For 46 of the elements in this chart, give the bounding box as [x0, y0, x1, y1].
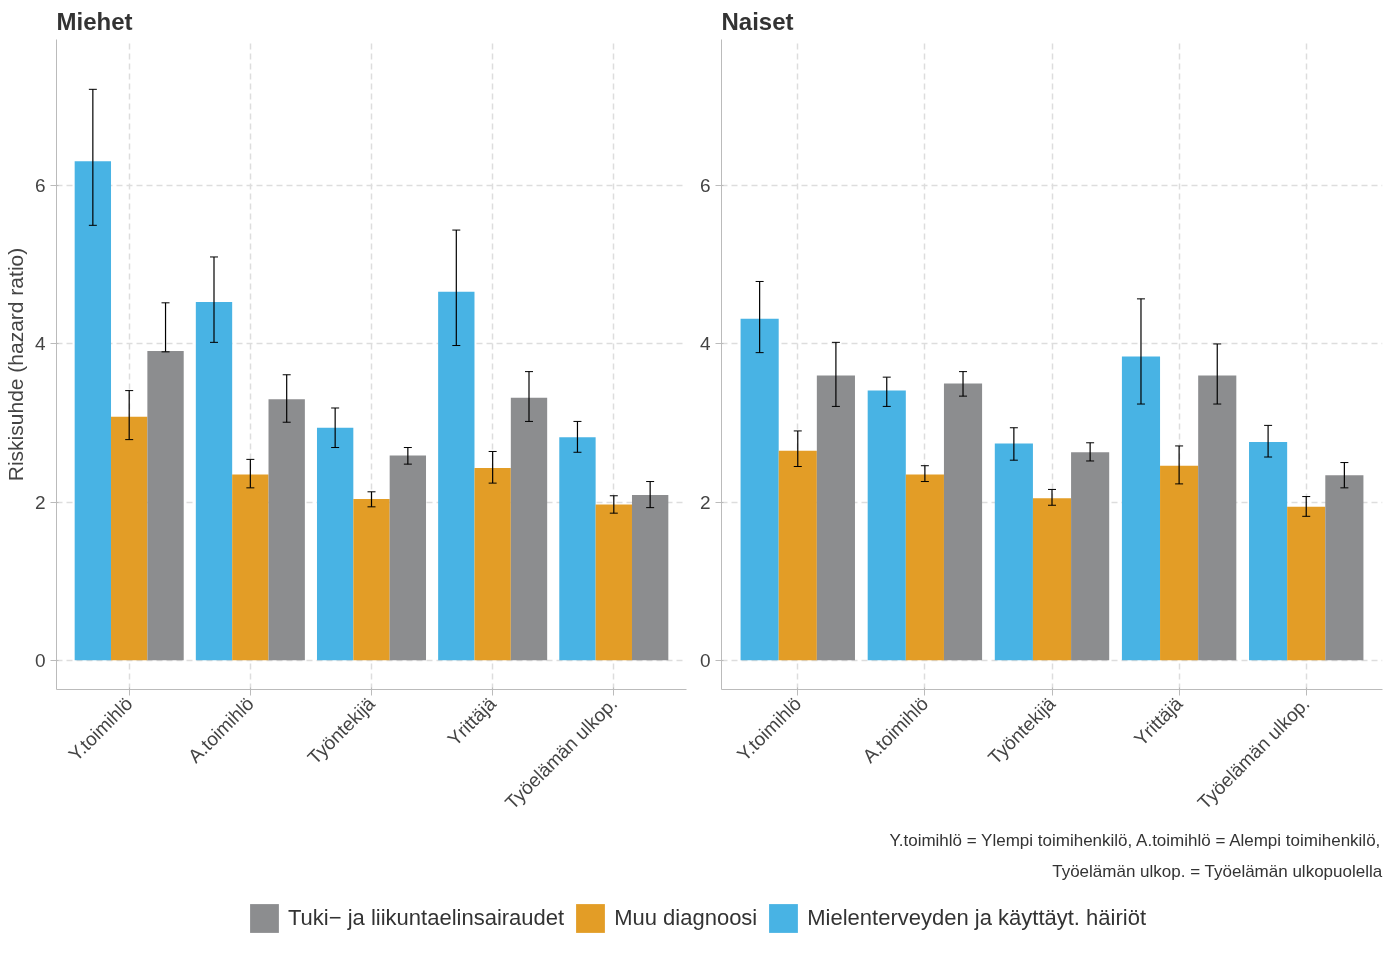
bar — [1121, 356, 1161, 661]
bar — [905, 474, 944, 661]
legend-label: Muu diagnoosi — [614, 904, 758, 931]
bar — [1160, 465, 1199, 661]
text: Y.toimihlö = Ylempi toimihenkilö, A.toimihlö = Alempi toimihenkilö, — [889, 830, 1381, 850]
bar — [268, 399, 305, 661]
bar — [994, 443, 1033, 661]
y-tick-label: 2 — [34, 491, 46, 513]
bar — [389, 455, 427, 661]
bar — [559, 437, 596, 661]
bar — [1249, 441, 1288, 661]
y-tick-label: 4 — [699, 333, 711, 355]
bar — [740, 318, 779, 661]
bar — [867, 390, 906, 661]
bar — [1071, 452, 1110, 661]
bar — [438, 291, 475, 661]
bar — [943, 383, 983, 661]
bar — [1198, 375, 1237, 661]
bar — [195, 302, 233, 661]
y-tick-label: 6 — [34, 175, 46, 197]
legend-label: Tuki− ja liikuntaelinsairaudet — [287, 904, 565, 931]
bar — [1287, 506, 1326, 661]
bar — [147, 351, 184, 661]
chart-title: Miehet — [56, 7, 133, 35]
y-tick-label: 0 — [34, 649, 46, 671]
bar — [778, 450, 817, 661]
chart-title: Naiset — [721, 7, 794, 35]
bar — [111, 416, 148, 661]
bar — [353, 498, 390, 661]
bar — [74, 161, 112, 661]
bar — [316, 427, 354, 661]
bar — [474, 468, 511, 661]
bar — [816, 375, 855, 661]
bar — [1325, 475, 1364, 661]
y-tick-label: 6 — [699, 175, 711, 197]
text: Työelämän ulkop. = Työelämän ulkopuolella — [1052, 861, 1383, 881]
y-axis-title: Riskisuhde (hazard ratio) — [3, 247, 27, 482]
legend-label: Mielenterveyden ja käyttäyt. häiriöt — [807, 904, 1147, 931]
y-tick-label: 2 — [699, 491, 711, 513]
bar — [1032, 498, 1072, 661]
bar — [232, 474, 269, 661]
bar — [510, 397, 548, 661]
y-tick-label: 4 — [34, 333, 46, 355]
bar — [595, 504, 632, 661]
bar — [631, 494, 669, 661]
y-tick-label: 0 — [699, 649, 711, 671]
